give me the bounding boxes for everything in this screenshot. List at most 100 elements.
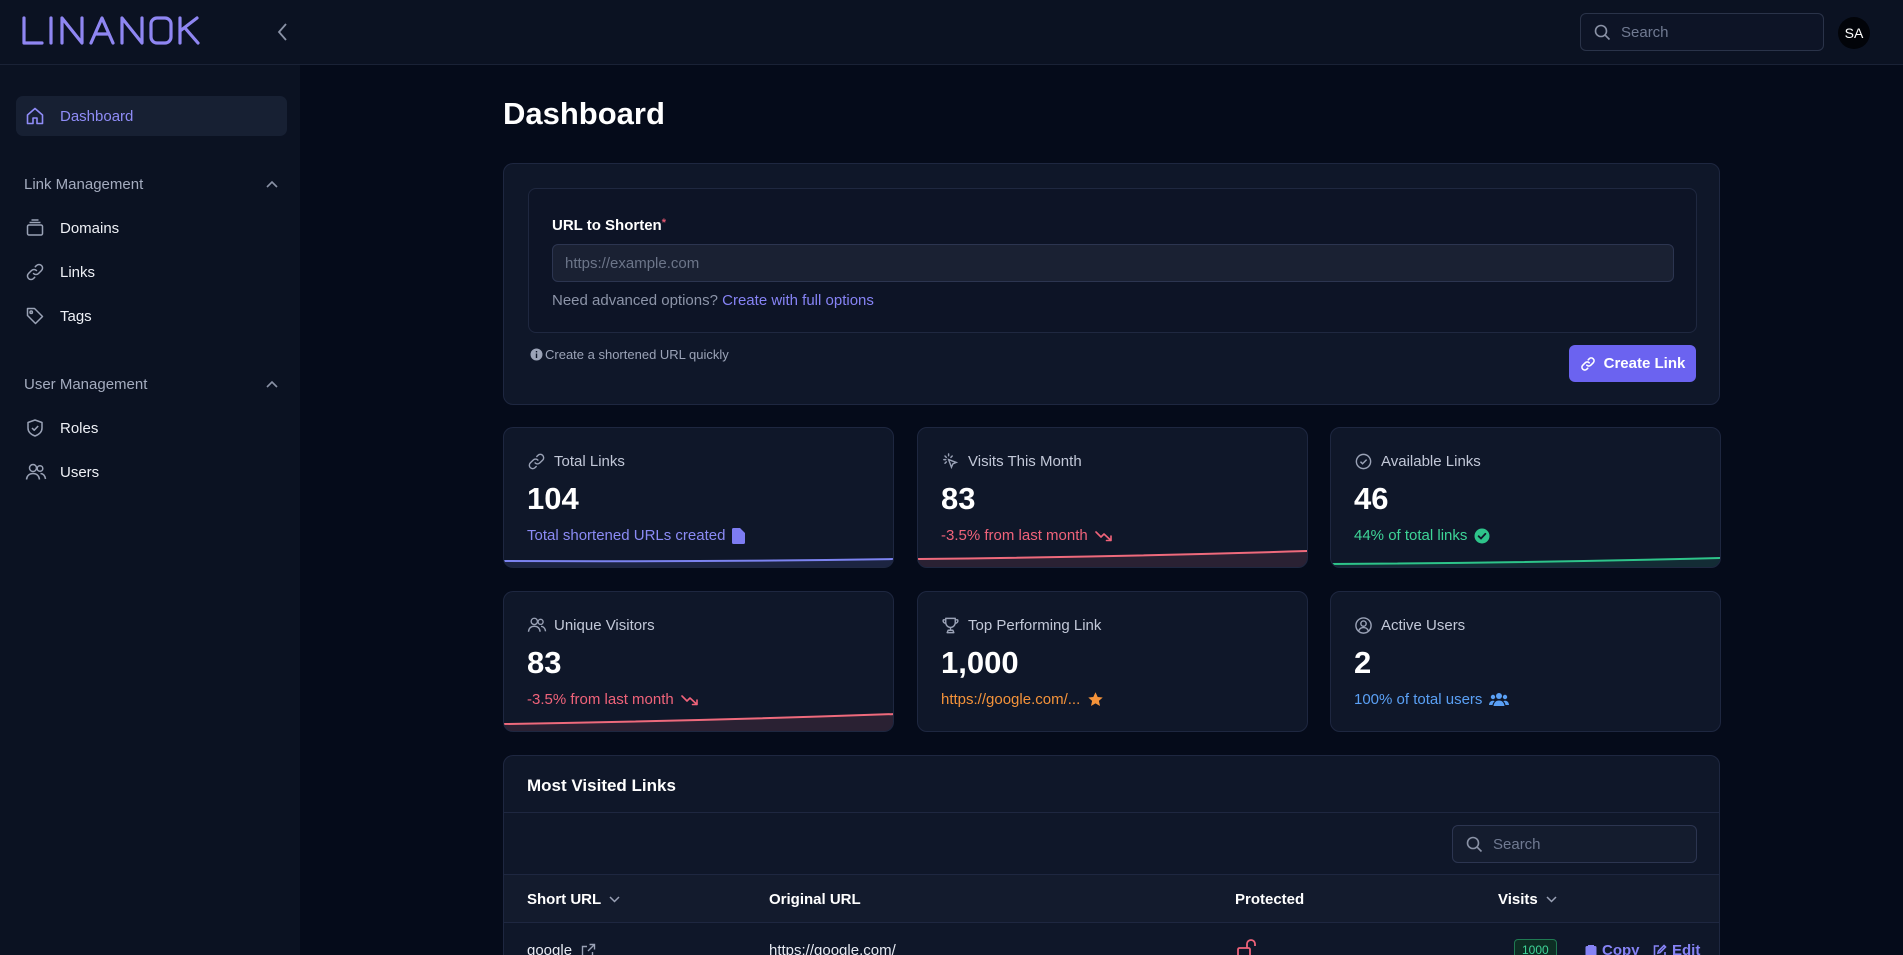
stat-subtext-label: 44% of total links [1354, 527, 1468, 544]
collapse-sidebar-button[interactable] [276, 22, 290, 42]
column-header-label: Visits [1498, 891, 1538, 908]
users-icon [527, 616, 547, 634]
document-icon [732, 527, 746, 544]
brand-logo[interactable] [22, 15, 200, 47]
search-icon [1594, 24, 1611, 41]
sidebar-item-label: Domains [60, 219, 120, 237]
sidebar-item-label: Links [60, 263, 96, 281]
tag-icon [25, 305, 47, 327]
link-icon [527, 452, 547, 471]
sidebar-item-dashboard[interactable]: Dashboard [16, 96, 287, 136]
column-header-original-url: Original URL [769, 891, 861, 908]
global-search-field[interactable] [1580, 13, 1824, 51]
stat-subtext: 44% of total links [1354, 527, 1490, 544]
global-search-input[interactable] [1621, 23, 1801, 41]
stat-label: Active Users [1381, 617, 1466, 634]
shield-check-icon [25, 417, 47, 439]
top-bar: SA [0, 0, 1903, 65]
sidebar-item-roles[interactable]: Roles [16, 408, 287, 448]
url-field-label: URL to Shorten* [552, 217, 666, 234]
table-row-original-url: https://google.com/ [769, 942, 896, 955]
trend-sparkline [1331, 557, 1720, 567]
shortener-hint-text: Create a shortened URL quickly [545, 347, 729, 362]
create-link-label: Create Link [1603, 355, 1686, 372]
stat-label: Top Performing Link [968, 617, 1102, 634]
sidebar-item-domains[interactable]: Domains [16, 208, 287, 248]
shortener-hint: Create a shortened URL quickly [530, 347, 729, 362]
user-circle-icon [1354, 616, 1374, 635]
sparkline-line [504, 558, 893, 563]
edit-icon [1653, 943, 1667, 955]
stat-label: Visits This Month [968, 453, 1082, 470]
sidebar-item-tags[interactable]: Tags [16, 296, 287, 336]
url-shortener-card: URL to Shorten* Need advanced options? C… [503, 163, 1720, 405]
column-header-short-url[interactable]: Short URL [527, 891, 620, 908]
search-icon [1466, 836, 1483, 853]
stat-value: 46 [1354, 481, 1389, 516]
chevron-up-icon [266, 380, 278, 388]
stat-subtext: -3.5% from last month [527, 691, 699, 708]
table-row-short-url[interactable]: google [527, 942, 596, 955]
sidebar-item-label: Tags [60, 307, 92, 325]
unlocked-icon [1235, 937, 1259, 955]
edit-label: Edit [1672, 942, 1701, 955]
stat-subtext: -3.5% from last month [941, 527, 1113, 544]
sidebar-item-users[interactable]: Users [16, 452, 287, 492]
sidebar-group-label: User Management [24, 375, 148, 393]
url-field-label-text: URL to Shorten [552, 217, 662, 234]
trend-down-icon [1094, 530, 1113, 542]
chevron-up-icon [266, 180, 278, 188]
create-with-full-options-link[interactable]: Create with full options [722, 292, 874, 309]
stat-label: Unique Visitors [554, 616, 655, 634]
stat-card-active-users: Active Users 2 100% of total users [1330, 591, 1721, 732]
link-icon [1580, 356, 1604, 372]
sparkline-area [918, 551, 1307, 567]
url-to-shorten-input[interactable] [552, 244, 1674, 282]
check-circle-icon [1354, 452, 1374, 471]
trophy-icon [941, 616, 961, 635]
pointer-icon [941, 452, 961, 471]
column-header-visits[interactable]: Visits [1498, 891, 1557, 908]
page-title: Dashboard [503, 96, 665, 131]
edit-button[interactable]: Edit [1653, 942, 1700, 955]
column-header-label: Original URL [769, 891, 861, 908]
star-icon [1087, 691, 1104, 708]
stat-card-top-performing-link: Top Performing Link 1,000 https://google… [917, 591, 1308, 732]
stat-card-unique-visitors: Unique Visitors 83 -3.5% from last month [503, 591, 894, 732]
sidebar-item-links[interactable]: Links [16, 252, 287, 292]
user-group-icon [1489, 692, 1510, 707]
stat-value: 83 [527, 645, 562, 680]
url-shortener-form: URL to Shorten* Need advanced options? C… [528, 188, 1697, 333]
sidebar-item-label: Users [60, 463, 100, 481]
column-header-protected: Protected [1235, 891, 1304, 908]
sidebar-group-user-management[interactable]: User Management [24, 372, 278, 396]
required-mark: * [661, 217, 666, 229]
home-icon [25, 105, 47, 127]
table-search-field[interactable] [1452, 825, 1697, 863]
create-link-button[interactable]: Create Link [1569, 345, 1696, 382]
chevron-down-icon [1538, 896, 1557, 903]
top-link-url[interactable]: https://google.com/... [941, 691, 1081, 708]
copy-button[interactable]: Copy [1585, 942, 1640, 955]
table-header: Short URL Original URL Protected Visits [504, 874, 1719, 923]
table-search-input[interactable] [1493, 835, 1673, 853]
server-icon [25, 217, 47, 239]
user-avatar[interactable]: SA [1838, 17, 1870, 49]
stat-value: 1,000 [941, 645, 1019, 680]
stat-subtext: https://google.com/... [941, 691, 1104, 708]
clipboard-icon [1585, 944, 1597, 955]
sidebar: Dashboard Link Management Domains Links … [0, 65, 300, 955]
stat-value: 83 [941, 481, 976, 516]
sparkline-line [918, 550, 1307, 560]
external-link-icon[interactable] [581, 943, 596, 955]
sidebar-group-link-management[interactable]: Link Management [24, 172, 278, 196]
stat-subtext-label: -3.5% from last month [527, 691, 674, 708]
sidebar-group-label: Link Management [24, 175, 144, 193]
sidebar-item-label: Dashboard [60, 107, 134, 125]
stat-subtext: Total shortened URLs created [527, 527, 746, 544]
most-visited-links-card: Most Visited Links Short URL Original UR… [503, 755, 1720, 955]
info-icon [530, 348, 543, 361]
stat-label: Total Links [554, 453, 625, 470]
chevron-down-icon [601, 896, 620, 903]
sidebar-item-label: Roles [60, 419, 99, 437]
